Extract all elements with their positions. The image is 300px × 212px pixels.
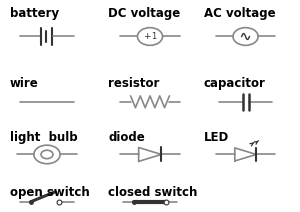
Text: diode: diode: [108, 131, 145, 144]
Text: light  bulb: light bulb: [10, 131, 77, 144]
Text: open switch: open switch: [10, 186, 89, 199]
Text: battery: battery: [10, 7, 59, 20]
Text: resistor: resistor: [108, 77, 160, 89]
Text: closed switch: closed switch: [108, 186, 198, 199]
Text: wire: wire: [10, 77, 38, 89]
Text: capacitor: capacitor: [204, 77, 266, 89]
Text: DC voltage: DC voltage: [108, 7, 180, 20]
Text: AC voltage: AC voltage: [204, 7, 275, 20]
Text: LED: LED: [204, 131, 229, 144]
Text: 1: 1: [152, 32, 157, 40]
Text: +: +: [143, 32, 151, 40]
